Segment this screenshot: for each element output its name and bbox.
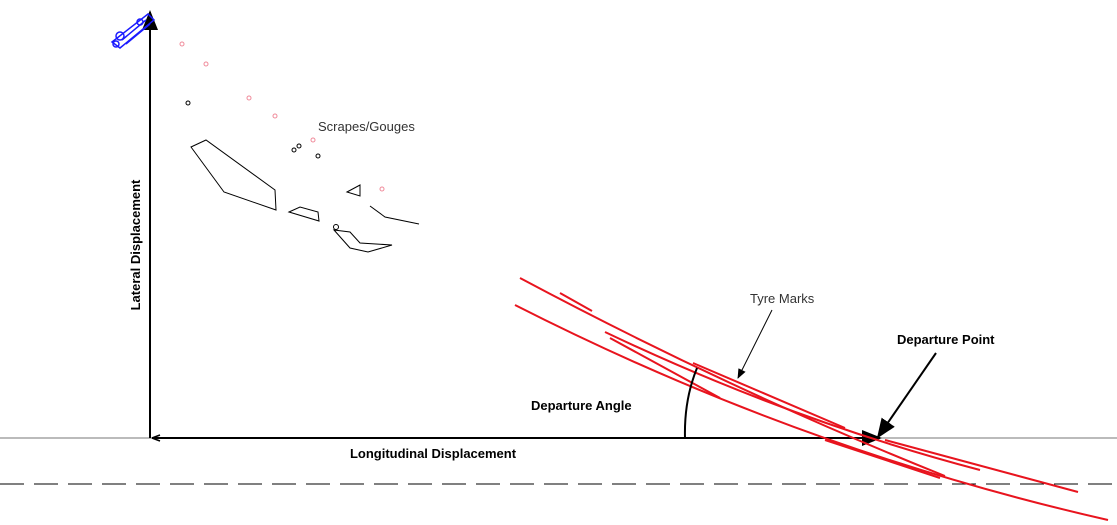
angle-arc (683, 367, 698, 439)
gouges (185, 100, 420, 253)
departure-point-label: Departure Point (897, 332, 995, 347)
departure-leader (876, 352, 937, 439)
tyre-leader (737, 309, 773, 379)
scrape-dots (179, 41, 385, 192)
vehicle-icon (110, 13, 156, 49)
lateral-label: Lateral Displacement (128, 179, 143, 310)
departure-angle-label: Departure Angle (531, 398, 632, 413)
arrow-tail (151, 434, 161, 442)
tyre-marks (514, 277, 1109, 521)
longitudinal-label: Longitudinal Displacement (350, 446, 517, 461)
scrapes-label: Scrapes/Gouges (318, 119, 415, 134)
tyre-marks-label: Tyre Marks (750, 291, 815, 306)
